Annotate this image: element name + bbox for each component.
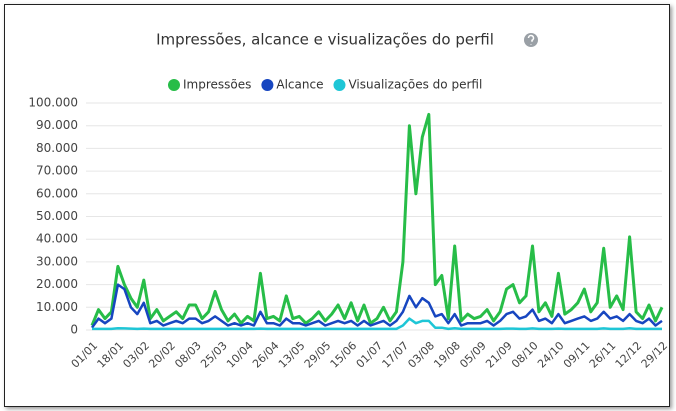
x-tick-label: 20/02 (146, 339, 178, 371)
x-tick-label: 25/03 (198, 339, 230, 371)
y-tick-label: 50.000 (36, 209, 78, 223)
x-tick-label: 10/04 (224, 339, 256, 371)
x-tick-label: 08/03 (172, 339, 204, 371)
x-tick-label: 19/08 (431, 339, 463, 371)
x-tick-label: 12/12 (613, 339, 645, 371)
x-tick-label: 15/06 (328, 339, 360, 371)
x-tick-label: 21/09 (483, 339, 515, 371)
x-tick-label: 18/01 (95, 339, 127, 371)
x-tick-label: 24/10 (535, 339, 567, 371)
y-tick-label: 10.000 (36, 300, 78, 314)
series-line (90, 112, 664, 327)
x-tick-label: 08/10 (509, 339, 541, 371)
x-tick-label: 26/04 (250, 339, 282, 371)
chart-title: Impressões, alcance e visualizações do p… (156, 31, 494, 49)
series-line (90, 283, 663, 329)
x-tick-label: 01/01 (69, 339, 101, 371)
legend-marker (333, 79, 346, 91)
x-tick-label: 05/09 (457, 339, 489, 371)
x-tick-label: 01/07 (354, 339, 386, 371)
legend-marker (261, 79, 274, 91)
x-tick-label: 03/02 (120, 339, 152, 371)
card (4, 4, 670, 407)
x-tick-label: 09/11 (561, 339, 593, 371)
y-tick-label: 90.000 (36, 118, 78, 132)
y-tick-label: 60.000 (36, 186, 78, 200)
x-tick-label: 29/05 (302, 339, 334, 371)
legend: Impressões Alcance Visualizações do perfil (168, 78, 482, 92)
series-line (92, 317, 662, 331)
legend-label: Visualizações do perfil (348, 78, 482, 92)
y-tick-label: 80.000 (36, 141, 78, 155)
x-tick-label: 13/05 (276, 339, 308, 371)
y-tick-label: 40.000 (36, 232, 78, 246)
x-tick-label: 17/07 (380, 339, 412, 371)
y-tick-label: 100.000 (28, 96, 78, 110)
x-tick-label: 03/08 (405, 339, 437, 371)
legend-label: Alcance (276, 78, 323, 92)
y-tick-label: 30.000 (36, 254, 78, 268)
legend-marker (168, 79, 180, 91)
y-tick-label: 70.000 (36, 164, 78, 178)
help-icon-mark (527, 34, 535, 45)
y-tick-label: 20.000 (36, 277, 78, 291)
legend-label: Impressões (183, 78, 251, 92)
x-tick-label: 29/12 (639, 339, 671, 371)
x-tick-label: 26/11 (587, 339, 619, 371)
y-tick-label: 0 (70, 323, 78, 337)
help-icon[interactable] (524, 33, 538, 47)
